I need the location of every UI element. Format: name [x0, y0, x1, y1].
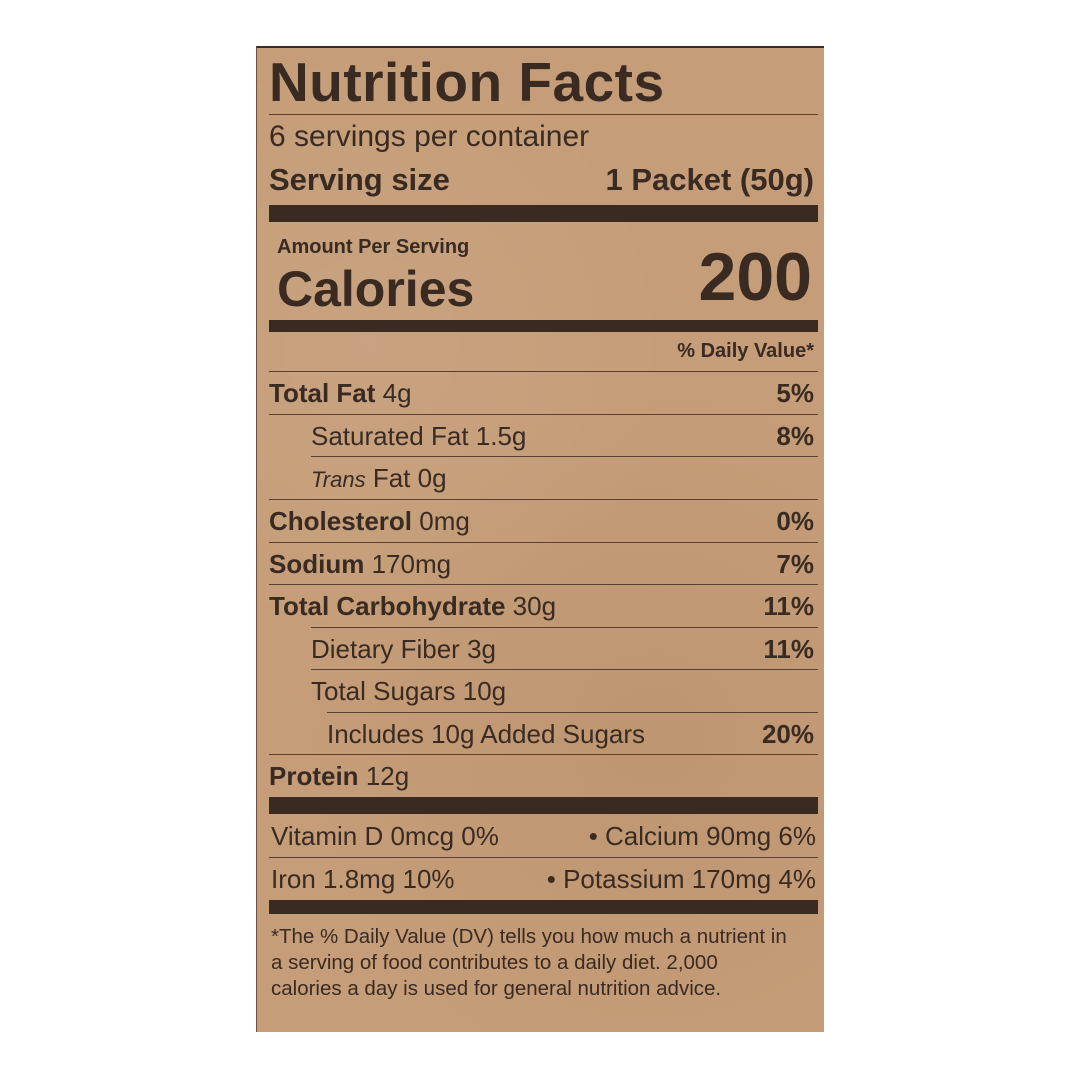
- nutrient-dv: 0%: [776, 505, 814, 536]
- potassium: • Potassium 170mg 4%: [546, 863, 816, 894]
- nutrient-row-trans-fat: Trans Fat 0g: [311, 457, 814, 499]
- nutrient-amount: 3g: [467, 633, 496, 664]
- nutrient-amount: 1.5g: [475, 420, 527, 451]
- vitamin-row: Vitamin D 0mcg 0% • Calcium 90mg 6%: [271, 815, 816, 857]
- nutrient-row-saturated-fat: Saturated Fat 1.5g 8%: [311, 415, 814, 457]
- serving-size-label: Serving size: [269, 162, 450, 197]
- nutrient-row-total-sugars: Total Sugars 10g: [311, 670, 814, 712]
- calories-value: 200: [698, 239, 812, 315]
- nutrient-row-dietary-fiber: Dietary Fiber 3g 11%: [311, 628, 814, 670]
- nutrient-row-total-carbohydrate: Total Carbohydrate 30g 11%: [269, 585, 814, 627]
- divider: [269, 414, 818, 415]
- vitamin-d: Vitamin D 0mcg 0%: [271, 820, 499, 851]
- nutrient-row-added-sugars: Includes 10g Added Sugars 20%: [327, 713, 814, 755]
- nutrient-name: Total Fat: [269, 377, 376, 408]
- nutrient-amount: 170mg: [371, 548, 452, 579]
- thick-divider: [269, 797, 818, 814]
- divider: [327, 712, 818, 713]
- nutrient-name: Includes 10g Added Sugars: [327, 718, 646, 749]
- thick-divider: [269, 205, 818, 222]
- nutrient-dv: 11%: [763, 633, 814, 664]
- nutrient-dv: 20%: [761, 718, 814, 749]
- footnote: *The % Daily Value (DV) tells you how mu…: [271, 925, 787, 1000]
- divider: [269, 371, 818, 372]
- nutrient-name: Cholesterol: [269, 505, 413, 536]
- nutrient-name: Saturated Fat: [311, 420, 469, 451]
- nutrient-amount: 0g: [417, 462, 447, 493]
- medium-divider: [269, 320, 818, 332]
- nutrient-row-sodium: Sodium 170mg 7%: [269, 543, 814, 585]
- label-title: Nutrition Facts: [269, 51, 665, 113]
- nutrient-name: Fat: [372, 462, 411, 493]
- divider: [311, 669, 818, 670]
- nutrient-dv: 8%: [776, 420, 814, 451]
- medium-divider: [269, 900, 818, 914]
- nutrient-dv: 5%: [776, 377, 814, 408]
- nutrient-name: Sodium: [269, 548, 365, 579]
- divider: [269, 584, 818, 585]
- nutrient-name: Protein: [269, 760, 359, 791]
- nutrient-row-total-fat: Total Fat 4g 5%: [269, 372, 814, 414]
- divider: [311, 456, 818, 457]
- nutrient-amount: 0mg: [419, 505, 470, 536]
- nutrient-name: Total Carbohydrate: [269, 590, 506, 621]
- nutrient-name: Dietary Fiber: [311, 633, 460, 664]
- nutrient-row-protein: Protein 12g: [269, 755, 814, 797]
- divider: [269, 542, 818, 543]
- divider: [269, 114, 818, 115]
- nutrient-amount: 10g: [462, 675, 507, 706]
- servings-per-container: 6 servings per container: [269, 120, 590, 153]
- nutrition-facts-label: Nutrition Facts 6 servings per container…: [256, 46, 824, 1032]
- nutrient-amount: 4g: [382, 377, 412, 408]
- nutrient-dv: 11%: [763, 590, 814, 621]
- iron: Iron 1.8mg 10%: [271, 863, 455, 894]
- nutrient-row-cholesterol: Cholesterol 0mg 0%: [269, 500, 814, 542]
- divider: [269, 499, 818, 500]
- serving-size: Serving size 1 Packet (50g): [269, 162, 814, 198]
- nutrient-amount: 12g: [365, 760, 410, 791]
- nutrient-amount: 30g: [512, 590, 557, 621]
- nutrient-name: Total Sugars: [311, 675, 456, 706]
- nutrient-name-italic: Trans: [311, 466, 366, 492]
- amount-per-serving: Amount Per Serving: [277, 236, 470, 258]
- divider: [311, 627, 818, 628]
- nutrient-dv: 7%: [776, 548, 814, 579]
- divider: [269, 754, 818, 755]
- divider: [269, 857, 818, 858]
- daily-value-header: % Daily Value*: [677, 340, 814, 362]
- serving-size-value: 1 Packet (50g): [605, 162, 815, 197]
- vitamin-row: Iron 1.8mg 10% • Potassium 170mg 4%: [271, 858, 816, 900]
- calcium: • Calcium 90mg 6%: [588, 820, 816, 851]
- calories-label: Calories: [277, 261, 475, 317]
